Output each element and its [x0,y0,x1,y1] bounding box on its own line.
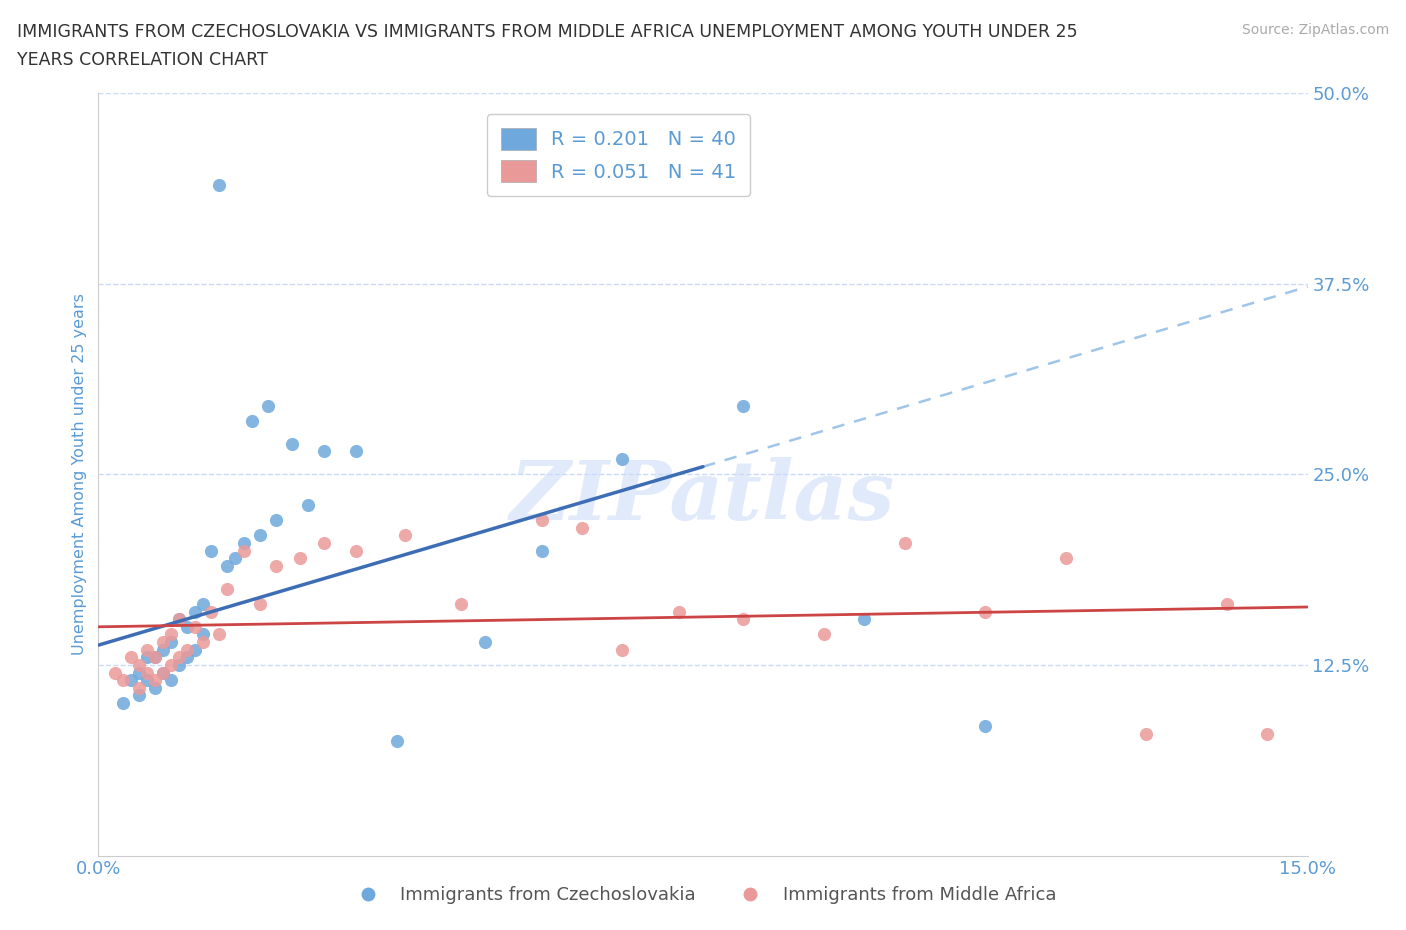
Point [143,672,166,687]
Point [128,681,150,696]
Point [612,643,634,658]
Point [974,719,997,734]
Point [176,650,198,665]
Point [344,543,367,558]
Point [160,627,183,642]
Point [128,658,150,672]
Point [281,436,304,451]
Point [224,551,246,565]
Point [344,444,367,458]
Point [240,414,263,429]
Point [249,528,271,543]
Point [394,528,416,543]
Point [571,520,593,535]
Point [200,543,222,558]
Text: ZIPatlas: ZIPatlas [510,458,896,538]
Point [167,612,190,627]
Text: Source: ZipAtlas.com: Source: ZipAtlas.com [1241,23,1389,37]
Point [135,643,157,658]
Point [120,672,142,687]
Point [120,650,142,665]
Point [160,672,183,687]
Point [288,551,311,565]
Point [143,681,166,696]
Text: YEARS CORRELATION CHART: YEARS CORRELATION CHART [17,51,267,69]
Point [176,619,198,634]
Point [128,688,150,703]
Point [264,512,287,527]
Point [813,627,835,642]
Point [256,398,278,413]
Point [208,177,231,192]
Point [167,650,190,665]
Point [184,619,207,634]
Point [193,634,215,649]
Point [160,634,183,649]
Point [143,650,166,665]
Point [314,536,336,551]
Point [249,596,271,611]
Point [668,604,690,619]
Point [184,643,207,658]
Point [135,650,157,665]
Point [111,672,134,687]
Point [152,634,174,649]
Point [184,604,207,619]
Point [128,665,150,680]
Point [193,596,215,611]
Point [152,643,174,658]
Point [893,536,915,551]
Point [1054,551,1077,565]
Point [1216,596,1239,611]
Point [103,665,125,680]
Point [111,696,134,711]
Point [200,604,222,619]
Point [974,604,997,619]
Point [193,627,215,642]
Point [152,665,174,680]
Point [474,634,496,649]
Point [530,543,553,558]
Y-axis label: Unemployment Among Youth under 25 years: Unemployment Among Youth under 25 years [72,293,87,656]
Point [217,581,239,596]
Point [1256,726,1278,741]
Point [167,658,190,672]
Text: IMMIGRANTS FROM CZECHOSLOVAKIA VS IMMIGRANTS FROM MIDDLE AFRICA UNEMPLOYMENT AMO: IMMIGRANTS FROM CZECHOSLOVAKIA VS IMMIGR… [17,23,1077,41]
Point [853,612,876,627]
Point [232,543,254,558]
Point [143,650,166,665]
Point [135,665,157,680]
Point [152,665,174,680]
Point [314,444,336,458]
Point [264,558,287,573]
Point [167,612,190,627]
Point [297,498,319,512]
Legend: Immigrants from Czechoslovakia, Immigrants from Middle Africa: Immigrants from Czechoslovakia, Immigran… [343,879,1063,911]
Point [176,643,198,658]
Point [530,512,553,527]
Point [450,596,472,611]
Point [135,672,157,687]
Point [733,612,755,627]
Point [217,558,239,573]
Point [232,536,254,551]
Point [1135,726,1157,741]
Point [208,627,231,642]
Point [733,398,755,413]
Point [160,658,183,672]
Point [612,452,634,467]
Point [385,734,408,749]
